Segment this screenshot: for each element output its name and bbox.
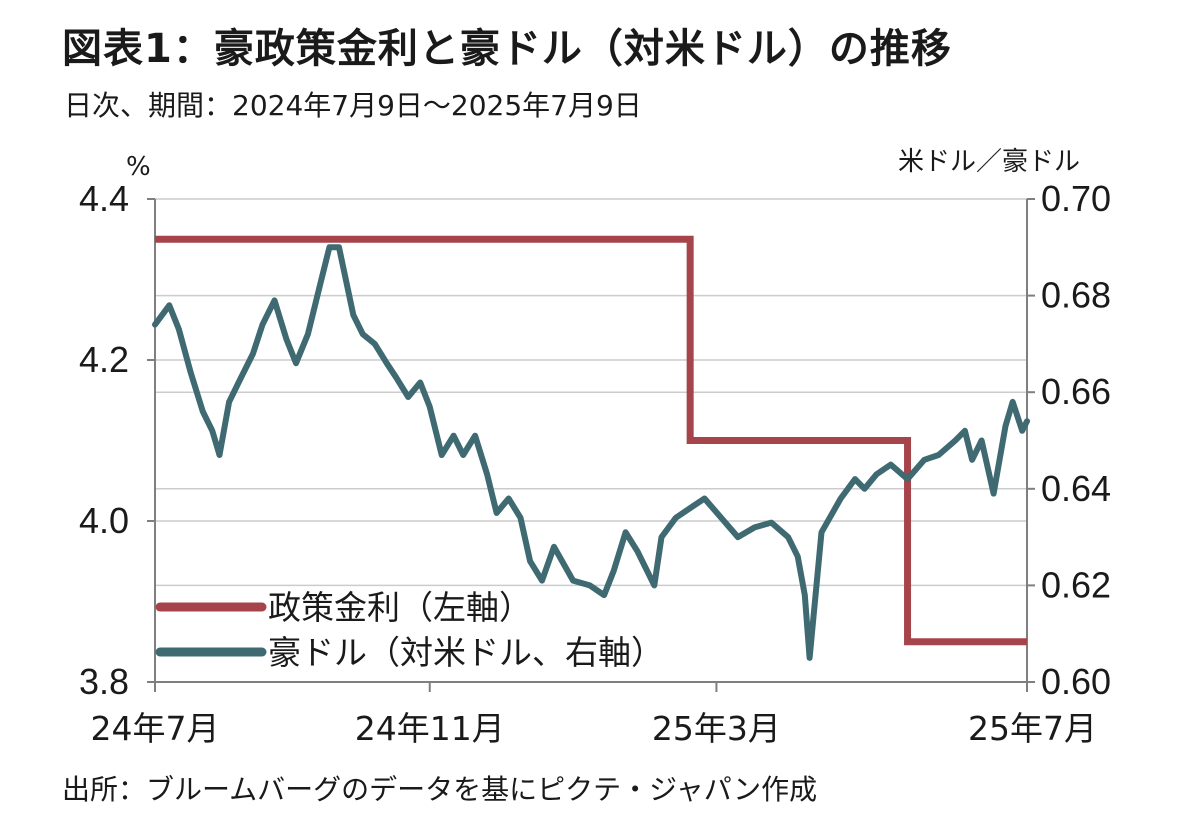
- y-right-tick-label: 0.64: [1041, 468, 1111, 509]
- x-tick-label: 24年7月: [91, 709, 220, 748]
- chart-title: 図表1：豪政策金利と豪ドル（対米ドル）の推移: [62, 26, 952, 72]
- series-line-aud-usd: [152, 244, 1030, 661]
- y-right-tick-label: 0.66: [1041, 371, 1111, 412]
- y-right-tick-label: 0.68: [1041, 275, 1111, 316]
- y-right-tick-label: 0.70: [1041, 178, 1111, 219]
- x-tick-label: 25年7月: [968, 709, 1097, 748]
- y-left-tick-label: 4.0: [79, 500, 129, 541]
- y-right-tick-label: 0.60: [1041, 661, 1111, 702]
- legend-label-aud-usd: 豪ドル（対米ドル、右軸）: [268, 633, 664, 672]
- y-left-tick-label: 3.8: [79, 661, 129, 702]
- y-left-tick-label: 4.2: [79, 339, 129, 380]
- x-tick-label: 25年3月: [652, 709, 781, 748]
- source-note: 出所：ブルームバーグのデータを基にピクテ・ジャパン作成: [62, 773, 818, 806]
- chart-subtitle: 日次、期間：2024年7月9日～2025年7月9日: [64, 89, 642, 122]
- legend-label-policy-rate: 政策金利（左軸）: [268, 588, 532, 627]
- y-right-unit: 米ドル／豪ドル: [898, 147, 1080, 177]
- series-line-policy-rate: [155, 235, 1027, 646]
- y-left-tick-label: 4.4: [79, 178, 129, 219]
- y-right-tick-label: 0.62: [1041, 564, 1111, 605]
- y-left-unit: %: [126, 152, 151, 182]
- x-tick-label: 24年11月: [355, 709, 505, 748]
